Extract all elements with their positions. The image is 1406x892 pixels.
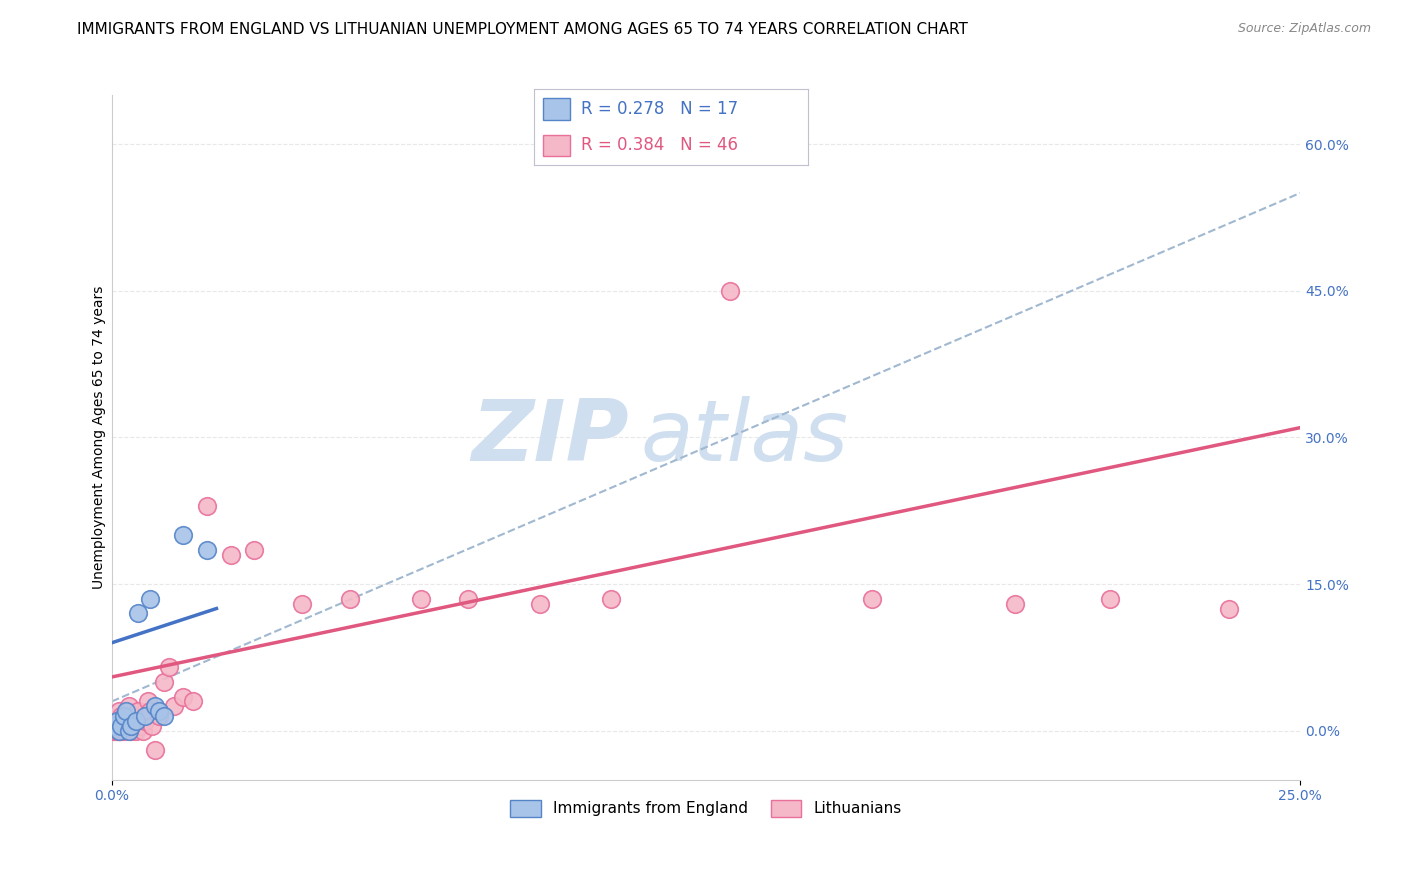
Point bbox=[104, 714, 127, 728]
Point bbox=[111, 723, 134, 738]
Point bbox=[172, 528, 194, 542]
Point bbox=[108, 723, 131, 738]
Text: R = 0.384   N = 46: R = 0.384 N = 46 bbox=[581, 136, 738, 154]
Point bbox=[120, 719, 142, 733]
Point bbox=[529, 597, 551, 611]
Point bbox=[127, 704, 149, 718]
Point bbox=[103, 719, 125, 733]
Point bbox=[339, 591, 361, 606]
Text: IMMIGRANTS FROM ENGLAND VS LITHUANIAN UNEMPLOYMENT AMONG AGES 65 TO 74 YEARS COR: IMMIGRANTS FROM ENGLAND VS LITHUANIAN UN… bbox=[77, 22, 969, 37]
Text: ZIP: ZIP bbox=[471, 396, 628, 479]
Point bbox=[115, 714, 138, 728]
Point bbox=[120, 723, 142, 738]
Point bbox=[1004, 597, 1026, 611]
Point bbox=[110, 709, 132, 723]
Point bbox=[195, 542, 218, 557]
Point bbox=[117, 699, 139, 714]
Point bbox=[105, 723, 128, 738]
Point bbox=[124, 714, 146, 728]
Point bbox=[1098, 591, 1121, 606]
Point bbox=[409, 591, 432, 606]
Point bbox=[115, 704, 138, 718]
Bar bbox=[543, 98, 569, 120]
Point bbox=[1218, 601, 1240, 615]
Point bbox=[136, 694, 159, 708]
Point bbox=[600, 591, 623, 606]
Legend: Immigrants from England, Lithuanians: Immigrants from England, Lithuanians bbox=[503, 793, 908, 823]
Point bbox=[153, 674, 176, 689]
Point bbox=[101, 723, 124, 738]
Point bbox=[291, 597, 314, 611]
Point bbox=[143, 743, 166, 757]
Point bbox=[148, 704, 170, 718]
Text: Source: ZipAtlas.com: Source: ZipAtlas.com bbox=[1237, 22, 1371, 36]
Point bbox=[153, 709, 176, 723]
Text: atlas: atlas bbox=[641, 396, 849, 479]
Point bbox=[112, 719, 135, 733]
Point bbox=[172, 690, 194, 704]
Point bbox=[104, 723, 127, 738]
Point bbox=[243, 542, 266, 557]
Bar bbox=[543, 135, 569, 156]
Point bbox=[139, 591, 162, 606]
Point bbox=[105, 714, 128, 728]
Point bbox=[108, 704, 131, 718]
Point bbox=[112, 709, 135, 723]
Point bbox=[127, 607, 149, 621]
Point bbox=[114, 723, 136, 738]
Point bbox=[457, 591, 479, 606]
Point bbox=[117, 723, 139, 738]
Point bbox=[195, 499, 218, 513]
Point bbox=[143, 699, 166, 714]
Point bbox=[157, 660, 180, 674]
Point bbox=[219, 548, 242, 562]
Point bbox=[134, 714, 156, 728]
Point bbox=[107, 723, 129, 738]
Point bbox=[124, 723, 146, 738]
Point bbox=[110, 723, 132, 738]
Point bbox=[103, 719, 125, 733]
Point bbox=[860, 591, 883, 606]
Point bbox=[107, 719, 129, 733]
Point bbox=[129, 719, 152, 733]
Point bbox=[122, 709, 145, 723]
Point bbox=[139, 704, 162, 718]
Point bbox=[163, 699, 186, 714]
Y-axis label: Unemployment Among Ages 65 to 74 years: Unemployment Among Ages 65 to 74 years bbox=[93, 285, 107, 589]
Point bbox=[110, 719, 132, 733]
Point bbox=[132, 723, 155, 738]
Point bbox=[134, 709, 156, 723]
Text: R = 0.278   N = 17: R = 0.278 N = 17 bbox=[581, 100, 738, 118]
Point bbox=[181, 694, 204, 708]
Point bbox=[148, 709, 170, 723]
Point bbox=[141, 719, 163, 733]
Point bbox=[718, 284, 741, 298]
